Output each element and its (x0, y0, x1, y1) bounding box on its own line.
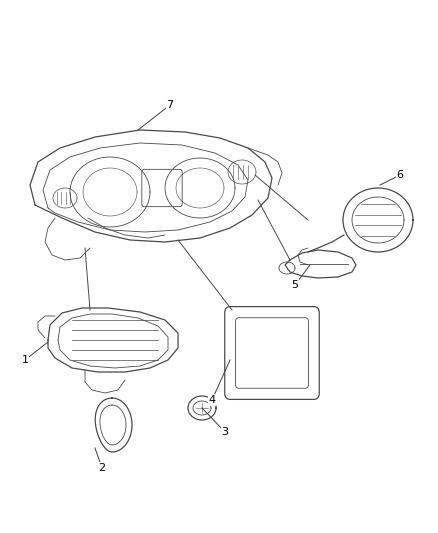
Text: 2: 2 (99, 463, 106, 473)
Text: 3: 3 (222, 427, 229, 437)
Text: 7: 7 (166, 100, 173, 110)
Text: 4: 4 (208, 395, 215, 405)
Text: 1: 1 (21, 355, 28, 365)
Text: 6: 6 (396, 170, 403, 180)
Text: 5: 5 (292, 280, 299, 290)
